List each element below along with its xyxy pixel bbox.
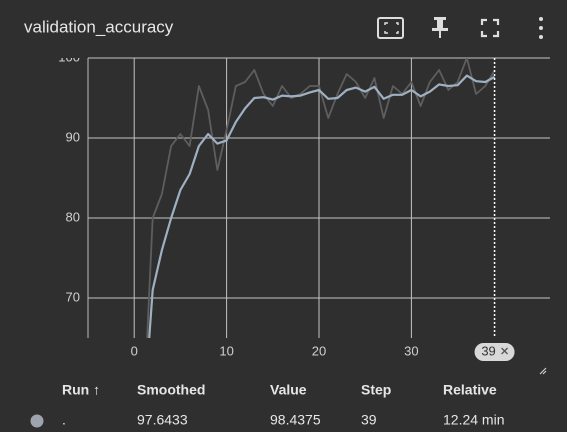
y-tick-label: 70 [66, 289, 80, 304]
column-header: Relative [443, 382, 497, 398]
y-tick-label: 90 [66, 129, 80, 144]
fullscreen-icon[interactable] [480, 18, 500, 38]
hover-step-label: 39 [481, 343, 495, 358]
table: Run ↑ Smoothed Value Step Relative. 97.6433 98… [30, 382, 504, 428]
fit-icon[interactable] [377, 17, 404, 39]
y-tick-label: 80 [66, 209, 80, 224]
resize-handle[interactable] [539, 367, 547, 375]
table-cell: 39 [361, 412, 377, 428]
lines [146, 58, 496, 338]
series-line [146, 58, 496, 338]
table-cell: . [62, 412, 66, 428]
y-tick-label: 100 [58, 49, 80, 64]
plot [88, 57, 550, 338]
series-line [148, 74, 496, 338]
y-tick-labels: 70 80 90 100 [58, 49, 80, 304]
table-cell: 12.24 min [443, 412, 504, 428]
table-cell: 98.4375 [270, 412, 321, 428]
table-cell: 97.6433 [137, 412, 188, 428]
chart-title: validation_accuracy [24, 17, 174, 36]
hover-pill [474, 343, 515, 361]
column-header: Smoothed [137, 382, 205, 398]
hover-close-icon [501, 347, 509, 355]
column-header: Value [270, 382, 307, 398]
x-tick-label: 10 [219, 343, 233, 358]
menu-icon[interactable] [539, 17, 543, 39]
x-tick-label: 20 [312, 343, 326, 358]
run-color-dot [30, 414, 44, 428]
pin-icon[interactable] [432, 17, 448, 38]
x-tick-label: 0 [131, 343, 138, 358]
column-header: Step [361, 382, 391, 398]
x-tick-label: 30 [404, 343, 418, 358]
column-header: Run ↑ [62, 382, 100, 398]
